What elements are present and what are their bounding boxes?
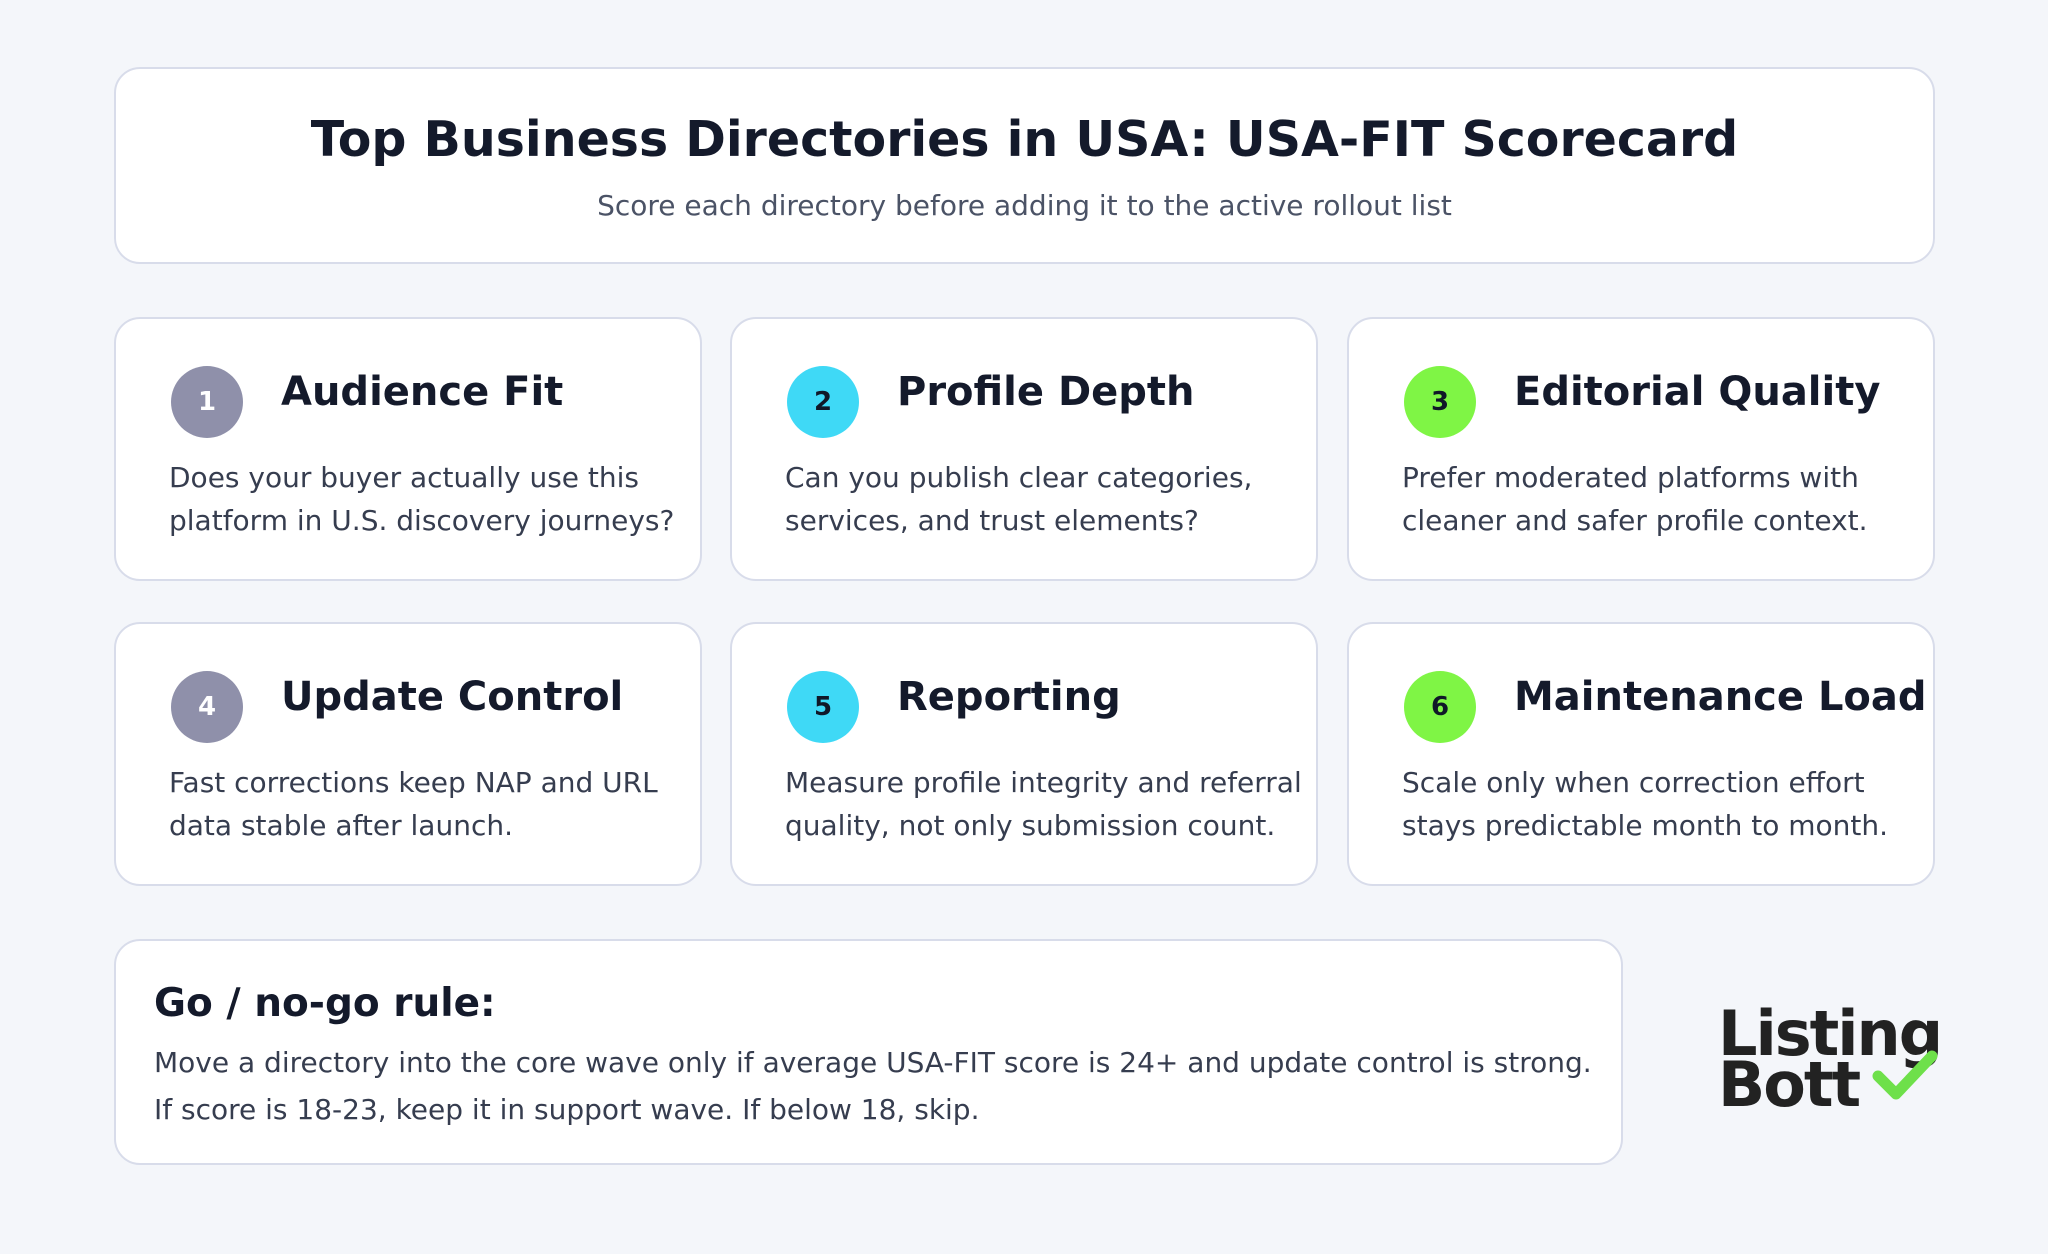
step-number: 1 [171,366,243,438]
criterion-card: 1 Audience Fit Does your buyer actually us… [114,317,702,581]
logo-line: Bott [1718,1048,1861,1121]
criterion-title: Profile Depth [897,369,1195,415]
criterion-text: Does your buyer actually use this [169,461,640,494]
criterion-title: Reporting [897,674,1121,720]
criterion-text: cleaner and safer profile context. [1402,504,1868,537]
criterion-title: Maintenance Load [1514,674,1927,720]
step-number: 4 [171,671,243,743]
criterion-text: data stable after launch. [169,809,513,842]
rule-text: If score is 18-23, keep it in support wa… [154,1093,980,1126]
criterion-text: Scale only when correction effort [1402,766,1865,799]
criterion-title: Update Control [281,674,624,720]
page-subtitle: Score each directory before adding it to… [597,189,1452,222]
header-card: Top Business Directories in USA: USA-FIT… [114,67,1935,264]
criterion-card: 5 Reporting Measure profile integrity and … [730,622,1318,886]
criterion-text: Measure profile integrity and referral [785,766,1302,799]
rule-text: Move a directory into the core wave only… [154,1046,1592,1079]
criterion-text: Fast corrections keep NAP and URL [169,766,658,799]
step-number: 3 [1404,366,1476,438]
criterion-card: 4 Update Control Fast corrections keep NAP… [114,622,702,886]
criterion-card: 3 Editorial Quality Prefer moderated platf… [1347,317,1935,581]
logo-line: Listing [1718,997,1943,1070]
criterion-text: services, and trust elements? [785,504,1199,537]
criterion-text: quality, not only submission count. [785,809,1276,842]
step-number: 2 [787,366,859,438]
criterion-text: stays predictable month to month. [1402,809,1889,842]
criterion-card: 6 Maintenance Load Scale only when correct… [1347,622,1935,886]
criterion-text: Prefer moderated platforms with [1402,461,1859,494]
criterion-text: Can you publish clear categories, [785,461,1253,494]
rule-card: Go / no-go rule: Move a directory into t… [114,939,1623,1165]
page-title: Top Business Directories in USA: USA-FIT… [310,111,1739,168]
step-number: 6 [1404,671,1476,743]
step-number: 5 [787,671,859,743]
criterion-title: Editorial Quality [1514,369,1881,415]
rule-title: Go / no-go rule: [154,981,496,1026]
logo-check [1872,1050,1938,1100]
criterion-card: 2 Profile Depth Can you publish clear cate… [730,317,1318,581]
criterion-text: platform in U.S. discovery journeys? [169,504,675,537]
criterion-title: Audience Fit [281,369,564,415]
